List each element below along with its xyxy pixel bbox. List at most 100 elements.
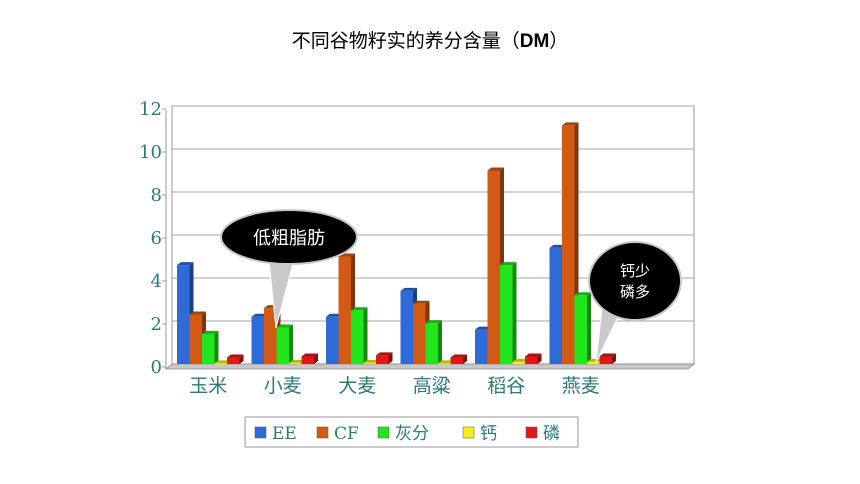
bar-side xyxy=(512,262,517,364)
legend-item-EE: EE xyxy=(254,424,297,444)
bar xyxy=(438,363,451,365)
callout-low-fat: 低粗脂肪 xyxy=(220,209,358,329)
legend-swatch xyxy=(316,426,329,439)
bar-高粱-磷 xyxy=(450,354,467,364)
callout-bubble xyxy=(588,241,682,321)
y-tick-label: 6 xyxy=(151,228,162,249)
bar xyxy=(189,314,202,364)
bar xyxy=(227,357,240,364)
bar-top xyxy=(276,324,293,328)
bar-side xyxy=(363,307,368,364)
bar xyxy=(351,310,364,364)
bar-top xyxy=(549,244,566,248)
bar-top xyxy=(574,292,591,296)
bar xyxy=(177,265,190,364)
bar xyxy=(599,356,612,364)
bar xyxy=(264,308,277,364)
bar xyxy=(562,125,575,364)
y-tick-label: 10 xyxy=(139,142,162,163)
y-tick-label: 4 xyxy=(151,271,162,292)
x-category-label: 大麦 xyxy=(338,375,376,397)
y-tick-label: 8 xyxy=(151,185,162,206)
bar xyxy=(475,329,488,364)
legend-label: CF xyxy=(334,424,359,444)
legend-item-磷: 磷 xyxy=(525,424,560,444)
bar-top xyxy=(363,359,380,363)
bar-side xyxy=(537,353,542,364)
callout-text-line1: 钙少 xyxy=(620,262,650,280)
bar-side xyxy=(438,320,442,364)
bar-小麦-磷 xyxy=(301,353,318,364)
bar-燕麦-灰分 xyxy=(574,292,591,364)
bar-大麦-灰分 xyxy=(351,307,368,364)
plot-floor xyxy=(164,363,696,370)
legend-swatch xyxy=(462,426,475,439)
bar xyxy=(587,361,600,364)
bar-side xyxy=(314,353,318,364)
legend-label: 磷 xyxy=(543,424,560,444)
bar-top xyxy=(525,353,542,357)
title-bold: DM xyxy=(519,31,550,52)
bar-top xyxy=(475,326,492,330)
legend-label: 钙 xyxy=(480,424,497,444)
legend-label: 灰分 xyxy=(395,424,429,444)
bar-小麦-灰分 xyxy=(276,324,293,364)
x-category-label: 玉米 xyxy=(189,375,227,397)
bar-top xyxy=(251,313,268,317)
x-category-label: 稻谷 xyxy=(487,375,525,397)
legend-label: EE xyxy=(272,424,297,444)
bars xyxy=(177,122,616,365)
title-end: ） xyxy=(549,30,569,52)
bar xyxy=(301,356,314,364)
bar xyxy=(512,361,525,364)
bar-大麦-磷 xyxy=(376,352,393,364)
callout-bubble xyxy=(220,209,358,265)
y-tick-label: 2 xyxy=(151,314,162,335)
bar-稻谷-磷 xyxy=(525,353,542,364)
bar xyxy=(549,247,562,364)
bar-top xyxy=(301,353,318,357)
x-axis-categories: 玉米 小麦 大麦 高粱 稻谷 燕麦 xyxy=(189,375,600,397)
legend-swatch xyxy=(254,426,267,439)
bar xyxy=(500,265,513,364)
bar-side xyxy=(612,353,616,364)
legend-swatch xyxy=(377,426,390,439)
bar-top xyxy=(425,320,442,324)
bar-top xyxy=(400,287,417,291)
bar xyxy=(376,355,389,364)
x-category-label: 高粱 xyxy=(413,375,451,397)
bar xyxy=(276,327,289,364)
y-tick-label: 12 xyxy=(139,99,162,120)
bar-top xyxy=(512,358,529,362)
x-category-label: 小麦 xyxy=(264,375,302,397)
bar-side xyxy=(388,352,393,364)
bar-玉米-灰分 xyxy=(202,330,219,364)
legend-item-钙: 钙 xyxy=(462,424,497,444)
legend: EE CF 灰分 钙 磷 xyxy=(244,416,579,448)
title-text: 不同谷物籽实的养分含量（ xyxy=(291,30,520,52)
bar xyxy=(487,170,500,364)
bar-玉米-磷 xyxy=(227,354,244,364)
bar xyxy=(450,357,463,364)
bar xyxy=(214,363,227,365)
legend-box xyxy=(244,416,579,448)
bar-top xyxy=(500,262,517,266)
bar xyxy=(413,303,426,364)
x-category-label: 燕麦 xyxy=(562,375,600,397)
bar-高粱-灰分 xyxy=(425,320,442,364)
bar-top xyxy=(227,354,244,358)
bar-top xyxy=(189,311,206,315)
bar-top xyxy=(599,353,616,357)
bar-top xyxy=(376,352,393,356)
bar-side xyxy=(463,354,467,364)
bar-side xyxy=(239,354,244,364)
bar-top xyxy=(326,313,343,317)
bar-燕麦-磷 xyxy=(599,353,616,364)
callout-text-line2: 磷多 xyxy=(620,283,650,301)
bar xyxy=(400,290,413,364)
chart-title: 不同谷物籽实的养分含量（DM） xyxy=(0,26,860,53)
bar-top xyxy=(587,358,604,362)
